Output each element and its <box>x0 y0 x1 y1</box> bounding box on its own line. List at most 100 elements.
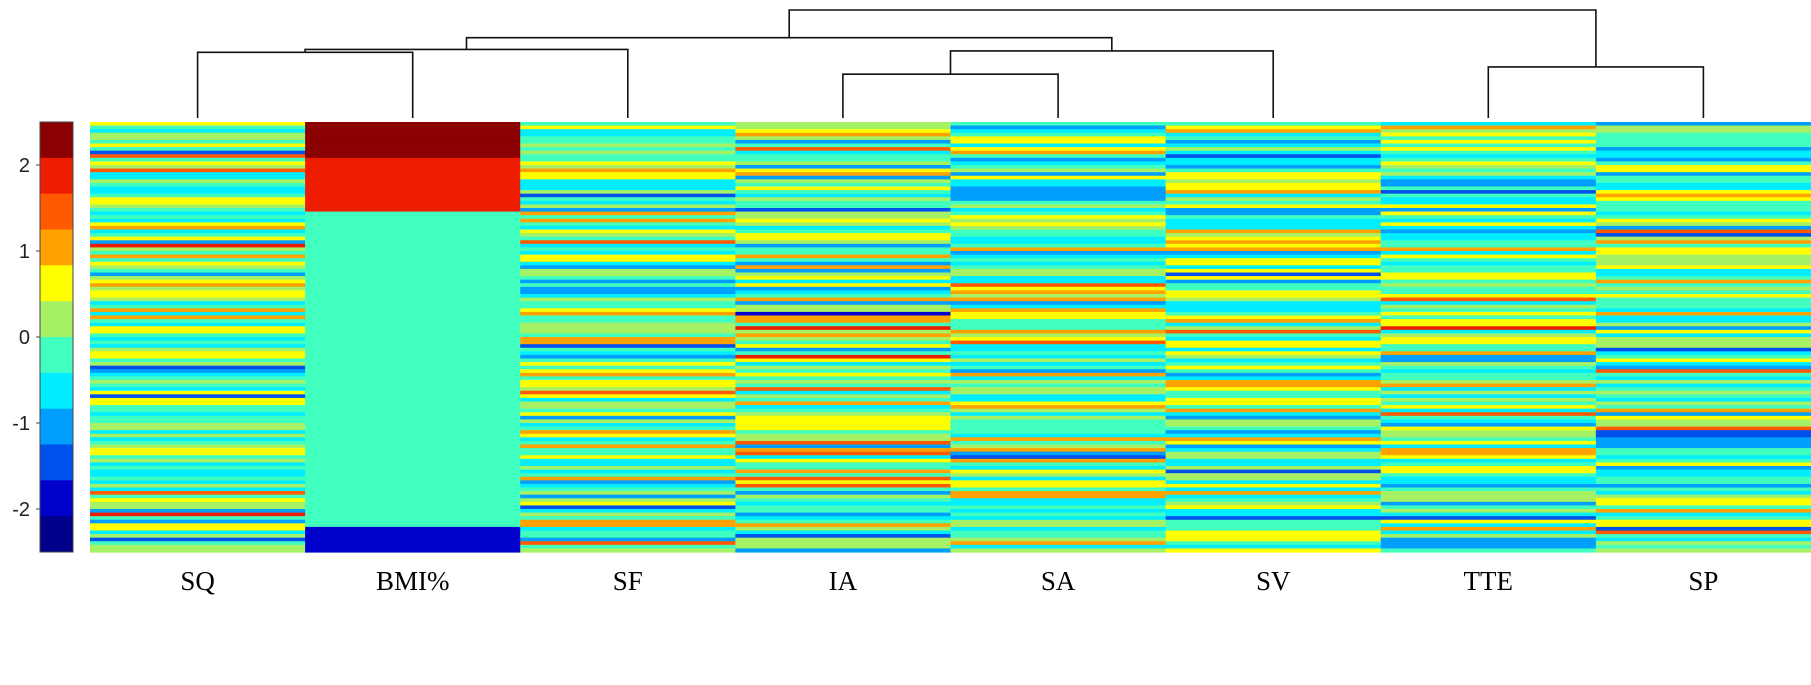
heatmap-cell <box>1165 523 1382 528</box>
heatmap-cell <box>1165 283 1382 288</box>
heatmap-cell <box>735 272 952 277</box>
heatmap-cell <box>1380 283 1597 288</box>
heatmap-cell <box>1595 157 1811 163</box>
colorbar-segment <box>40 265 73 302</box>
heatmap-cell <box>950 122 1167 127</box>
heatmap-cell <box>1595 498 1811 503</box>
heatmap-cell <box>1380 405 1597 410</box>
colorbar-segment <box>40 480 73 517</box>
colorbar-segment <box>40 516 73 553</box>
heatmap-cell <box>950 319 1167 324</box>
heatmap-cell <box>1595 297 1811 302</box>
heatmap-cell <box>1595 437 1811 442</box>
heatmap-cell <box>1165 215 1382 220</box>
heatmap-cell <box>305 480 521 485</box>
heatmap-cell <box>305 211 521 216</box>
heatmap-cell <box>1165 304 1382 309</box>
heatmap-cell <box>1595 383 1811 388</box>
heatmap-cell <box>950 519 1167 524</box>
heatmap-cell <box>735 279 952 284</box>
heatmap-cell <box>735 132 952 137</box>
heatmap-cell <box>520 433 736 438</box>
dendrogram-link <box>1487 66 1705 118</box>
heatmap-cell <box>950 265 1167 270</box>
heatmap-cell <box>305 544 521 550</box>
heatmap-cell <box>735 534 952 539</box>
heatmap-cell <box>90 351 306 356</box>
heatmap-cell <box>520 304 736 309</box>
heatmap-cell <box>950 315 1167 320</box>
heatmap-cell <box>1595 397 1811 403</box>
heatmap-cell <box>1380 168 1597 173</box>
heatmap-cell <box>520 268 736 274</box>
heatmap-cell <box>520 161 736 166</box>
heatmap-cell <box>735 412 952 417</box>
heatmap-cell <box>735 129 952 134</box>
heatmap-cell <box>1380 530 1597 535</box>
heatmap-cell <box>735 469 952 474</box>
heatmap-cell <box>1165 315 1382 320</box>
heatmap-cell <box>950 405 1167 410</box>
heatmap-cell <box>1165 423 1382 428</box>
heatmap-cell <box>90 534 306 539</box>
heatmap-cell <box>1380 197 1597 202</box>
heatmap-cell <box>305 401 521 406</box>
heatmap-cell <box>950 483 1167 489</box>
heatmap-cell <box>90 186 306 191</box>
heatmap-cell <box>1165 372 1382 378</box>
heatmap-cell <box>305 337 521 342</box>
heatmap-cell <box>520 150 736 155</box>
heatmap-cell <box>950 143 1167 148</box>
heatmap-cell <box>520 344 736 349</box>
heatmap-cell <box>735 509 952 514</box>
heatmap-cell <box>90 268 306 274</box>
heatmap-cell <box>1595 351 1811 356</box>
heatmap-cell <box>305 136 521 141</box>
heatmap-cell <box>1380 372 1597 378</box>
heatmap-cell <box>1595 251 1811 256</box>
heatmap-cell <box>1595 365 1811 370</box>
heatmap-cell <box>305 251 521 256</box>
heatmap-cell <box>1380 401 1597 406</box>
heatmap-cell <box>1165 240 1382 245</box>
heatmap-cell <box>735 286 952 292</box>
heatmap-cell <box>1380 491 1597 496</box>
heatmap-cell <box>90 415 306 421</box>
heatmap-cell <box>305 541 521 546</box>
heatmap-cell <box>1165 458 1382 464</box>
heatmap-cell <box>950 175 1167 180</box>
heatmap-cell <box>950 286 1167 292</box>
heatmap-cell <box>950 272 1167 277</box>
heatmap-cell <box>735 122 952 127</box>
heatmap-cell <box>520 347 736 352</box>
heatmap-cell <box>305 132 521 137</box>
heatmap-cell <box>1380 548 1597 553</box>
heatmap-cell <box>90 387 306 392</box>
heatmap-cell <box>90 218 306 223</box>
heatmap-cell <box>1595 304 1811 309</box>
heatmap-cell <box>1380 329 1597 335</box>
heatmap-cell <box>305 150 521 155</box>
heatmap-cell <box>1165 419 1382 424</box>
heatmap-cell <box>1595 179 1811 184</box>
heatmap-cell <box>1595 225 1811 231</box>
heatmap-cell <box>520 526 736 532</box>
heatmap-cell <box>90 544 306 550</box>
heatmap-cell <box>1595 487 1811 492</box>
heatmap-cell <box>1165 376 1382 381</box>
heatmap-cell <box>1595 462 1811 467</box>
heatmap-cell <box>90 340 306 345</box>
heatmap-cell <box>520 243 736 249</box>
heatmap-cell <box>735 311 952 317</box>
heatmap-cell <box>305 308 521 313</box>
heatmap-cell <box>1165 236 1382 241</box>
heatmap-cell <box>735 315 952 320</box>
heatmap-cell <box>1380 534 1597 539</box>
heatmap-cell <box>950 337 1167 342</box>
heatmap-cell <box>1380 222 1597 227</box>
colorbar-segment <box>40 337 73 374</box>
heatmap-cell <box>1380 387 1597 392</box>
heatmap-cell <box>305 165 521 170</box>
heatmap-cell <box>950 523 1167 528</box>
